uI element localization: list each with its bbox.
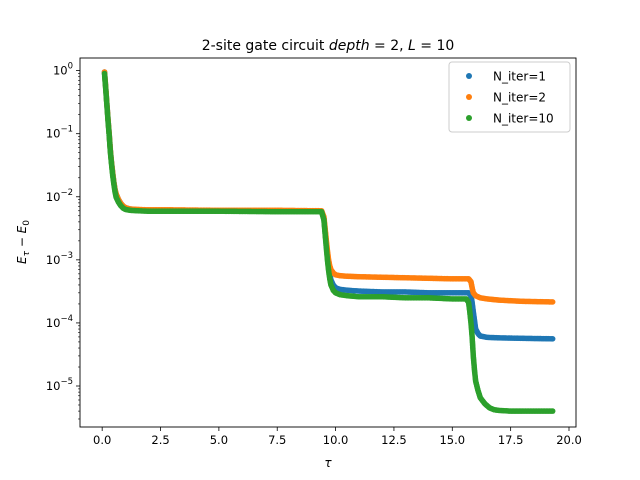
- legend-marker: [466, 73, 472, 79]
- chart-title: 2-site gate circuit depth = 2, L = 10: [202, 38, 455, 54]
- y-tick-label: 10−1: [46, 125, 73, 141]
- x-tick-label: 17.5: [498, 433, 524, 447]
- legend-marker: [466, 115, 472, 121]
- y-tick-label: 10−2: [46, 188, 73, 204]
- x-axis-ticks: 0.0 2.5 5.0 7.5 10.0 12.5 15.0 17.5 20.0: [93, 427, 582, 447]
- y-tick-label: 10−5: [46, 377, 73, 393]
- data-point: [549, 408, 556, 414]
- legend-marker: [466, 94, 472, 100]
- plot-frame: [79, 57, 577, 428]
- x-tick-label: 5.0: [210, 433, 228, 447]
- x-tick-label: 15.0: [439, 433, 465, 447]
- x-tick-label: 10.0: [323, 433, 349, 447]
- y-tick-label: 10−4: [46, 314, 73, 330]
- series-layer: [101, 69, 556, 414]
- x-tick-label: 20.0: [556, 433, 582, 447]
- series-N_iter=10: [101, 70, 556, 414]
- legend-box: [448, 61, 571, 133]
- x-tick-label: 2.5: [151, 433, 169, 447]
- data-point: [549, 336, 556, 342]
- data-point: [549, 299, 556, 305]
- x-tick-label: 12.5: [381, 433, 407, 447]
- x-tick-label: 7.5: [268, 433, 286, 447]
- y-axis-label: Eτ − E0: [15, 220, 32, 264]
- y-axis-ticks: 100 10−1 10−2 10−3 10−4 10−5: [46, 62, 80, 420]
- legend-label: N_iter=1: [493, 70, 546, 84]
- legend-label: N_iter=2: [493, 91, 546, 105]
- y-tick-label: 10−3: [46, 251, 73, 267]
- x-tick-label: 0.0: [93, 433, 111, 447]
- y-tick-label: 100: [53, 62, 73, 78]
- legend-entries: N_iter=1 N_iter=2 N_iter=10: [466, 70, 554, 126]
- x-axis-label: τ: [324, 456, 332, 470]
- legend-label: N_iter=10: [493, 112, 554, 126]
- legend: N_iter=1 N_iter=2 N_iter=10: [448, 61, 571, 133]
